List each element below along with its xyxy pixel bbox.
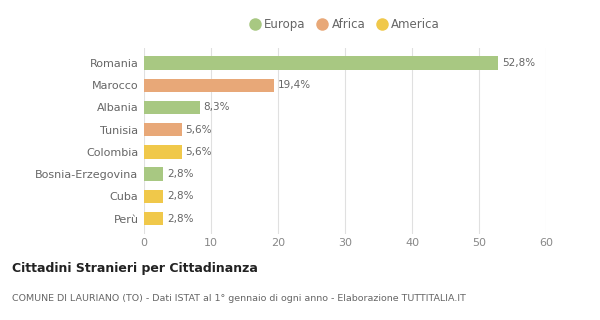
Bar [144, 101, 200, 114]
Text: 2,8%: 2,8% [167, 213, 193, 223]
Bar [144, 123, 182, 136]
Bar [144, 212, 163, 225]
Bar [144, 190, 163, 203]
Text: 8,3%: 8,3% [203, 102, 230, 113]
Bar [144, 167, 163, 181]
Bar [144, 145, 182, 159]
Text: 5,6%: 5,6% [185, 147, 212, 157]
Text: COMUNE DI LAURIANO (TO) - Dati ISTAT al 1° gennaio di ogni anno - Elaborazione T: COMUNE DI LAURIANO (TO) - Dati ISTAT al … [12, 294, 466, 303]
Text: 2,8%: 2,8% [167, 191, 193, 201]
Bar [144, 79, 274, 92]
Text: 19,4%: 19,4% [278, 80, 311, 90]
Text: Cittadini Stranieri per Cittadinanza: Cittadini Stranieri per Cittadinanza [12, 262, 258, 276]
Text: 2,8%: 2,8% [167, 169, 193, 179]
Text: 52,8%: 52,8% [502, 58, 535, 68]
Bar [144, 56, 498, 70]
Legend: Europa, Africa, America: Europa, Africa, America [245, 13, 445, 36]
Text: 5,6%: 5,6% [185, 125, 212, 135]
